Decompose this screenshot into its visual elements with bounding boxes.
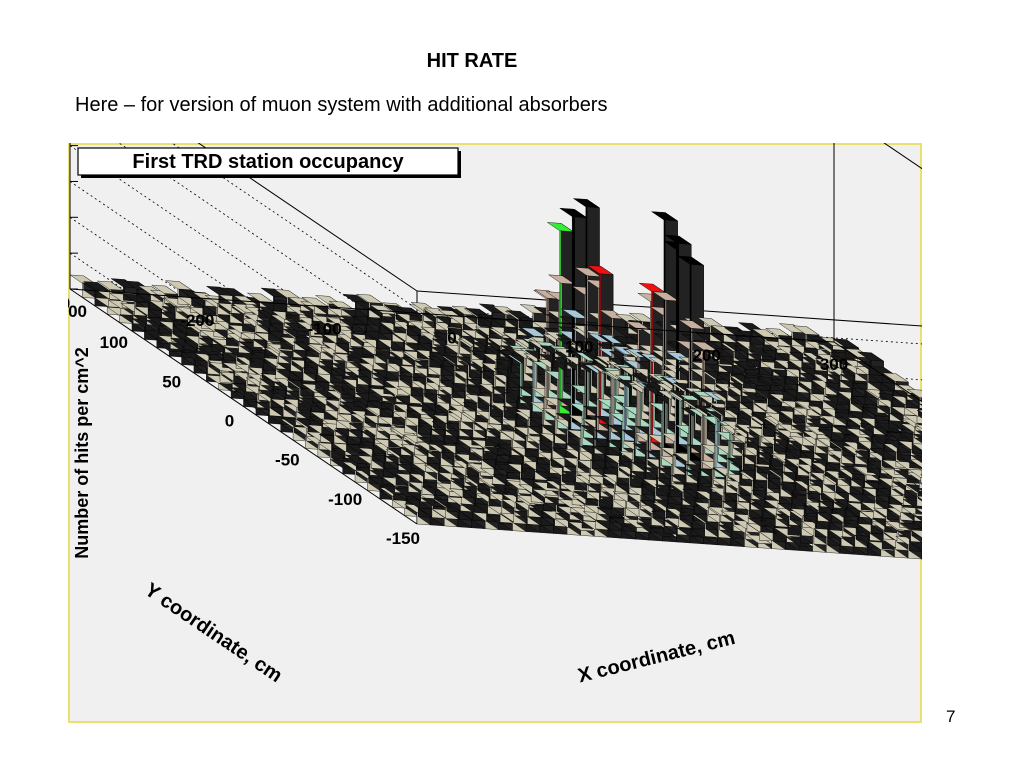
x-tick-label: -200: [180, 311, 214, 330]
y-tick-label: -100: [328, 490, 362, 509]
box-edge: [416, 290, 1024, 334]
bar-top: [164, 280, 193, 291]
plot-title: First TRD station occupancy: [132, 151, 404, 173]
bar-top: [572, 198, 601, 209]
slide-title: HIT RATE: [426, 50, 518, 72]
y-tick-label: -50: [275, 451, 300, 470]
y-tick-label: 50: [162, 372, 181, 391]
y-tick-label: 0: [225, 412, 234, 431]
plot-title-shadow-bottom: [81, 175, 461, 178]
x-tick-label: 300: [820, 355, 848, 374]
x-tick-label: -300: [68, 302, 87, 321]
plot-title-shadow: [458, 151, 461, 178]
x-tick-label: 200: [692, 346, 720, 365]
bar-top: [355, 293, 384, 304]
y-tick-label: 100: [100, 333, 128, 352]
occupancy-figure: 00.0010.0020.0030.0040.0050.006150100500…: [31, 55, 1024, 723]
slide-subtitle: Here – for version of muon system with a…: [75, 94, 608, 116]
z-axis-label: Number of hits per cm^2: [72, 347, 92, 559]
x-tick-label: 0: [447, 329, 456, 348]
y-tick-label: -150: [386, 529, 420, 548]
lego-plot: 00.0010.0020.0030.0040.0050.006150100500…: [31, 55, 1024, 723]
x-tick-label: 100: [565, 337, 593, 356]
page-number: 7: [946, 707, 956, 726]
x-tick-label: -100: [308, 320, 342, 339]
